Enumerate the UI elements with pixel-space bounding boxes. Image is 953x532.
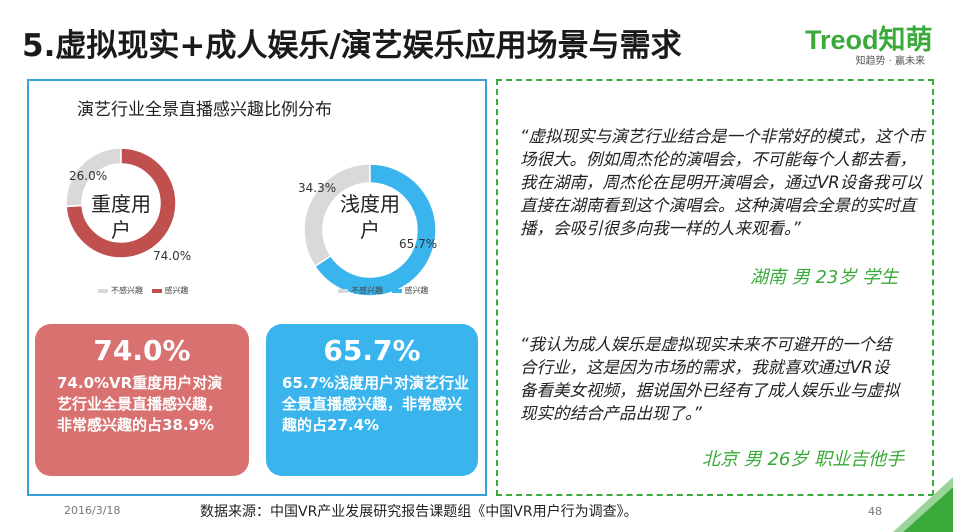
data-label-light-interested: 65.7% <box>399 237 438 251</box>
donut-center-label-heavy: 重度用户 <box>91 192 151 242</box>
logo-text: Treod知萌 <box>805 25 933 55</box>
chart-panel: 演艺行业全景直播感兴趣比例分布 重度用户 26.0% 74.0% 不感兴趣 感兴… <box>27 79 487 496</box>
legend-label-not-interested: 不感兴趣 <box>111 286 143 295</box>
quote-2-text: “我认为成人娱乐是虚拟现实未来不可避开的一个结合行业，这是因为市场的需求，我就喜… <box>520 335 900 423</box>
summary-card-light: 65.7% 65.7%浅度用户对演艺行业全景直播感兴趣，非常感兴趣的占27.4% <box>266 324 478 476</box>
quote-1-attribution: 湖南 男 23岁 学生 <box>750 267 899 288</box>
donut-chart-heavy <box>65 147 177 259</box>
legend-heavy: 不感兴趣 感兴趣 <box>92 285 189 296</box>
legend-swatch-grey <box>98 288 108 293</box>
donut-center-label-light: 浅度用户 <box>340 192 400 242</box>
page-title: 5.虚拟现实+成人娱乐/演艺娱乐应用场景与需求 <box>22 28 682 64</box>
quote-2-attribution: 北京 男 26岁 职业吉他手 <box>702 449 905 470</box>
summary-card-heavy: 74.0% 74.0%VR重度用户对演艺行业全景直播感兴趣，非常感兴趣的占38.… <box>35 324 249 476</box>
corner-decoration <box>893 477 953 532</box>
donut-slice-interested <box>313 163 437 297</box>
data-label-heavy-not-interested: 26.0% <box>69 169 108 183</box>
chart-heading: 演艺行业全景直播感兴趣比例分布 <box>77 100 332 120</box>
logo-slogan: 知趋势 · 赢未来 <box>855 56 925 67</box>
data-label-light-not-interested: 34.3% <box>298 181 337 195</box>
footer-date: 2016/3/18 <box>64 504 121 517</box>
card-light-text: 65.7%浅度用户对演艺行业全景直播感兴趣，非常感兴趣的占27.4% <box>282 374 470 434</box>
data-label-heavy-interested: 74.0% <box>153 249 192 263</box>
legend-swatch-grey <box>338 288 348 293</box>
page-number: 48 <box>868 505 882 518</box>
legend-swatch-blue <box>391 288 402 293</box>
quote-1-text: “虚拟现实与演艺行业结合是一个非常好的模式，这个市场很大。例如周杰伦的演唱会，不… <box>520 127 925 238</box>
card-light-value: 65.7% <box>323 334 421 367</box>
donut-slice-interested <box>65 147 177 259</box>
legend-label-interested: 感兴趣 <box>404 286 429 295</box>
card-heavy-text: 74.0%VR重度用户对演艺行业全景直播感兴趣，非常感兴趣的占38.9% <box>57 374 223 434</box>
card-heavy-value: 74.0% <box>93 334 191 367</box>
quotes-panel: “虚拟现实与演艺行业结合是一个非常好的模式，这个市场很大。例如周杰伦的演唱会，不… <box>496 79 934 496</box>
legend-label-not-interested: 不感兴趣 <box>351 286 383 295</box>
donut-chart-light <box>303 163 437 297</box>
brand-logo: Treod知萌 知趋势 · 赢未来 <box>805 18 935 68</box>
legend-light: 不感兴趣 感兴趣 <box>332 285 429 296</box>
footer-source: 数据来源：中国VR产业发展研究报告课题组《中国VR用户行为调查》。 <box>200 504 638 520</box>
legend-label-interested: 感兴趣 <box>164 286 189 295</box>
legend-swatch-red <box>151 288 162 293</box>
